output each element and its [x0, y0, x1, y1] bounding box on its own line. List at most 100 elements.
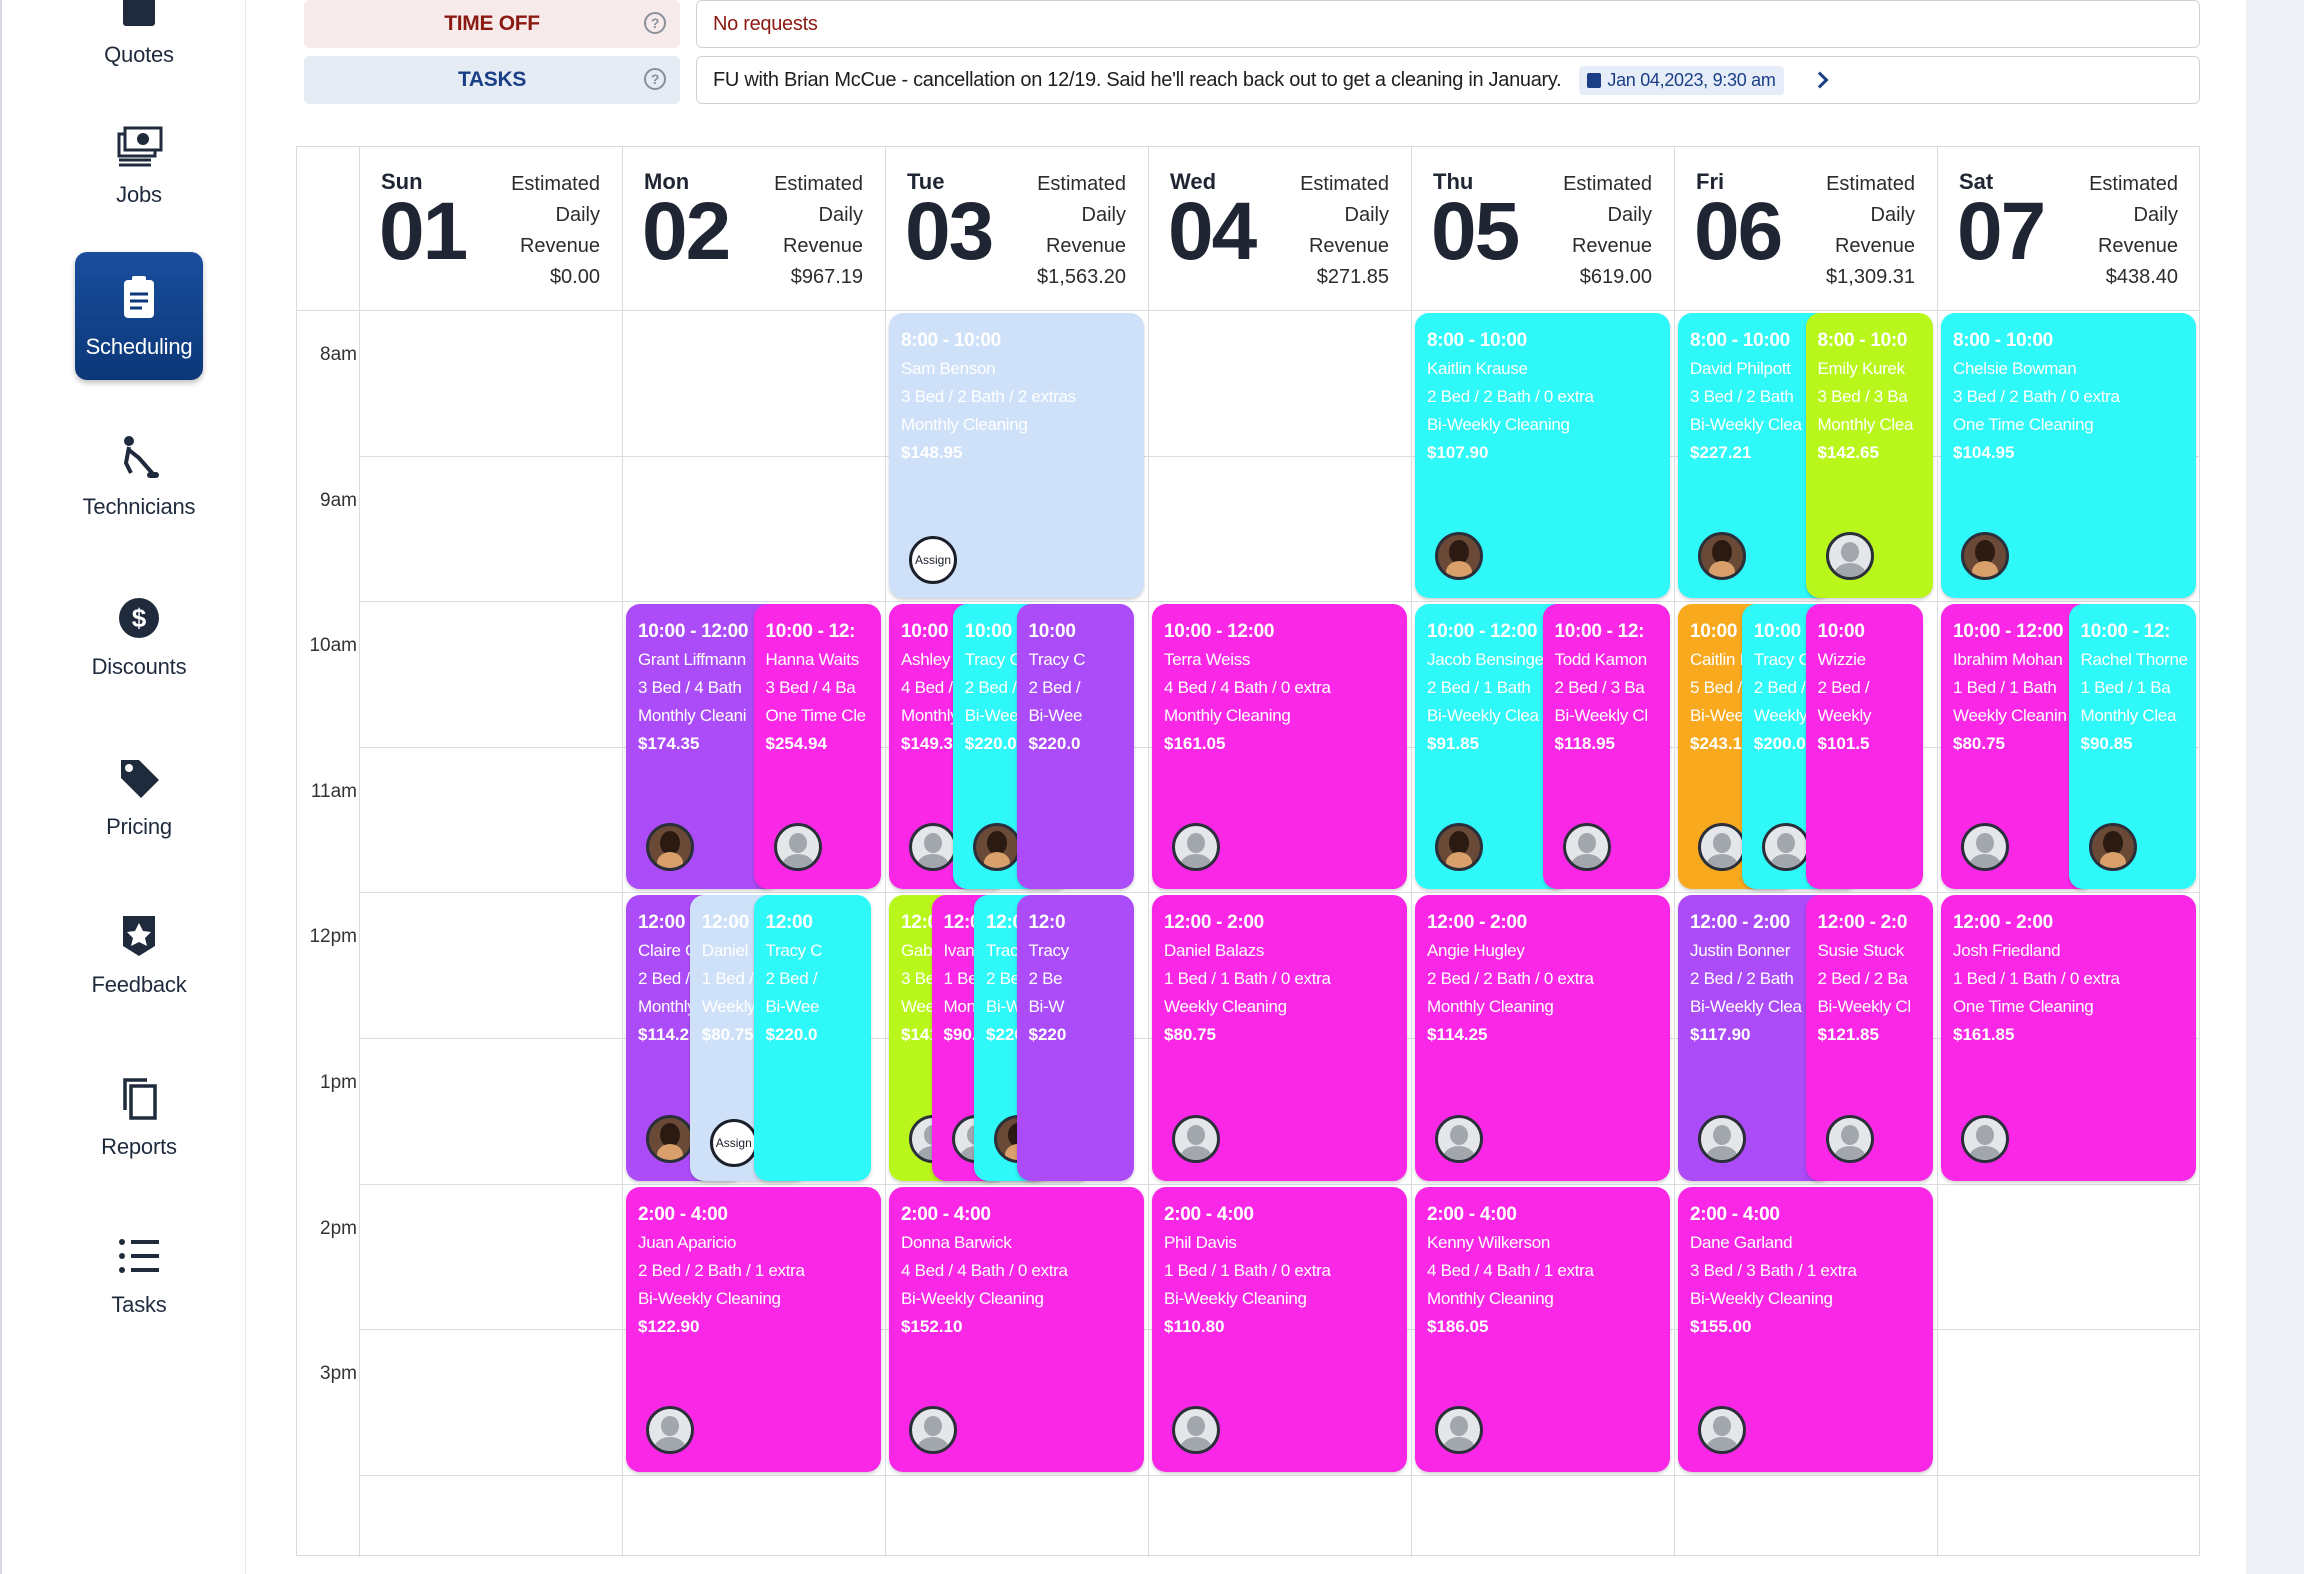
day-header-sun[interactable]: Sun 01 Estimated Daily Revenue $0.00: [359, 147, 622, 310]
appointment-card[interactable]: 2:00 - 4:00 Dane Garland 3 Bed / 3 Bath / …: [1678, 1186, 1933, 1472]
avatar-body: [657, 1143, 683, 1160]
default-avatar-icon[interactable]: [1435, 1114, 1483, 1163]
avatar-body: [1769, 854, 1802, 869]
appointment-price: $90.85: [2080, 734, 2133, 754]
task-box[interactable]: FU with Brian McCue - cancellation on 12…: [696, 56, 2200, 104]
sidebar-item-tasks[interactable]: Tasks: [75, 1210, 203, 1338]
revenue-label-line: Daily: [818, 204, 863, 226]
appointment-card[interactable]: 10:00 - 12: Hanna Waits 3 Bed / 4 Ba One Ti…: [753, 604, 881, 890]
appointment-card[interactable]: 12:00 - 2:0 Susie Stuck 2 Bed / 2 Ba Bi-Wee…: [1805, 895, 1933, 1181]
appointment-time: 12:00: [765, 912, 813, 934]
avatar-head: [788, 833, 807, 854]
appointment-card[interactable]: 10:00 - 12: Rachel Thorne 1 Bed / 1 Ba Mont…: [2068, 604, 2196, 890]
appointment-card[interactable]: 2:00 - 4:00 Donna Barwick 4 Bed / 4 Bath /…: [889, 1186, 1144, 1472]
sidebar-item-scheduling[interactable]: Scheduling: [75, 252, 203, 380]
appointment-card[interactable]: 12:00 - 2:00 Josh Friedland 1 Bed / 1 Bath…: [1941, 895, 2196, 1181]
default-avatar-icon[interactable]: [909, 823, 957, 872]
appointment-time: 10:00: [1028, 621, 1076, 643]
appointment-card[interactable]: 12:00 - 2:00 Angie Hugley 2 Bed / 2 Bath /…: [1415, 895, 1670, 1181]
revenue-value: $619.00: [1579, 266, 1652, 288]
sidebar-item-feedback[interactable]: Feedback: [75, 890, 203, 1018]
appointment-price: $220: [1028, 1025, 1067, 1045]
hour-label: 3pm: [320, 1363, 357, 1385]
default-avatar-icon[interactable]: [1961, 1114, 2009, 1163]
service-type: Monthly Cleaning: [1427, 997, 1554, 1017]
help-icon[interactable]: ?: [644, 68, 666, 90]
day-header-thu[interactable]: Thu 05 Estimated Daily Revenue $619.00: [1411, 147, 1674, 310]
right-scroll-band: [2246, 0, 2304, 1574]
default-avatar-icon[interactable]: [909, 1405, 957, 1454]
day-number: 05: [1431, 186, 1520, 277]
appointment-card[interactable]: 12:00 Tracy C 2 Bed / Bi-Wee $220.0: [753, 895, 871, 1181]
technician-avatar[interactable]: [972, 823, 1021, 872]
default-avatar-icon[interactable]: [1761, 823, 1810, 872]
chevron-right-icon[interactable]: [1811, 71, 1829, 89]
day-header-tue[interactable]: Tue 03 Estimated Daily Revenue $1,563.20: [885, 147, 1148, 310]
technician-avatar[interactable]: [1435, 823, 1483, 872]
technician-avatar[interactable]: [1961, 532, 2009, 581]
tasks-label[interactable]: TASKS ?: [304, 56, 680, 104]
day-header-mon[interactable]: Mon 02 Estimated Daily Revenue $967.19: [622, 147, 885, 310]
default-avatar-icon[interactable]: [1961, 823, 2009, 872]
default-avatar-icon[interactable]: [1825, 1114, 1874, 1163]
default-avatar-icon[interactable]: [1435, 1405, 1483, 1454]
room-details: 2 Bed / 2 Bath / 0 extra: [1427, 387, 1594, 406]
technician-avatar[interactable]: [646, 1114, 694, 1163]
technician-avatar[interactable]: [1435, 532, 1483, 581]
revenue-value: $271.85: [1316, 266, 1389, 288]
appointment-card[interactable]: 10:00 Tracy C 2 Bed / Bi-Wee $220.0: [1016, 604, 1134, 890]
default-avatar-icon[interactable]: [646, 1405, 694, 1454]
room-details: 2 Bed / 2 Bath: [1690, 969, 1794, 989]
default-avatar-icon[interactable]: [1698, 1405, 1746, 1454]
default-avatar-icon[interactable]: [1698, 1114, 1746, 1163]
sidebar-item-pricing[interactable]: Pricing: [75, 732, 203, 860]
appointment-card[interactable]: 2:00 - 4:00 Kenny Wilkerson 4 Bed / 4 Bath…: [1415, 1186, 1670, 1472]
appointment-card[interactable]: 10:00 - 12: Todd Kamon 2 Bed / 3 Ba Bi-Week…: [1542, 604, 1670, 890]
appointment-card[interactable]: 8:00 - 10:00 Kaitlin Krause 2 Bed / 2 Bath…: [1415, 313, 1670, 599]
technician-avatar[interactable]: [2088, 823, 2137, 872]
sidebar-item-technicians[interactable]: Technicians: [75, 412, 203, 540]
appointment-card[interactable]: 2:00 - 4:00 Juan Aparicio 2 Bed / 2 Bath /…: [626, 1186, 881, 1472]
assign-button[interactable]: Assign: [909, 536, 957, 585]
sidebar-item-discounts[interactable]: $ Discounts: [75, 572, 203, 700]
day-header-fri[interactable]: Fri 06 Estimated Daily Revenue $1,309.31: [1674, 147, 1937, 310]
default-avatar-icon[interactable]: [1562, 823, 1611, 872]
appointment-price: $155.00: [1690, 1316, 1752, 1336]
sidebar-item-quotes[interactable]: Quotes: [75, 0, 203, 88]
help-icon[interactable]: ?: [644, 12, 666, 34]
appointment-card[interactable]: 8:00 - 10:0 Emily Kurek 3 Bed / 3 Ba Monthl…: [1805, 313, 1933, 599]
sidebar-item-jobs[interactable]: Jobs: [75, 100, 203, 228]
time-off-label[interactable]: TIME OFF ?: [304, 0, 680, 48]
appointment-card[interactable]: 8:00 - 10:00 Chelsie Bowman 3 Bed / 2 Bath…: [1941, 313, 2196, 599]
room-details: 4 Bed / 4 Bath / 1 extra: [1427, 1260, 1594, 1280]
assign-button[interactable]: Assign: [709, 1118, 758, 1167]
appointment-card[interactable]: 12:0 Tracy 2 Be Bi-W $220: [1016, 895, 1134, 1181]
avatar-body: [1969, 1145, 2001, 1160]
appointment-time: 2:00 - 4:00: [1690, 1203, 1780, 1225]
default-avatar-icon[interactable]: [1698, 823, 1746, 872]
appointment-card[interactable]: 10:00 - 12:00 Terra Weiss 4 Bed / 4 Bath /…: [1152, 604, 1407, 890]
client-name: Hanna Waits: [765, 650, 860, 670]
room-details: 1 Bed / 1 Bath / 0 extra: [1953, 969, 2120, 989]
task-date[interactable]: Jan 04,2023, 9:30 am: [1579, 65, 1784, 95]
day-header-sat[interactable]: Sat 07 Estimated Daily Revenue $438.40: [1937, 147, 2200, 310]
revenue-label-line: Daily: [555, 204, 600, 226]
avatar-body: [2099, 852, 2126, 869]
day-header-wed[interactable]: Wed 04 Estimated Daily Revenue $271.85: [1148, 147, 1411, 310]
appointment-card[interactable]: 8:00 - 10:00 Sam Benson 3 Bed / 2 Bath / 2…: [889, 313, 1144, 599]
avatar-body: [1180, 1145, 1212, 1160]
default-avatar-icon[interactable]: [1172, 823, 1220, 872]
hour-divider: [297, 310, 2200, 311]
technician-avatar[interactable]: [1698, 532, 1746, 581]
day-number: 02: [642, 186, 731, 277]
appointment-time: 10:00 - 12:: [2080, 621, 2171, 643]
appointment-card[interactable]: 10:00 Wizzie 2 Bed / Weekly $101.5: [1805, 604, 1923, 890]
default-avatar-icon[interactable]: [1172, 1114, 1220, 1163]
sidebar-item-reports[interactable]: Reports: [75, 1052, 203, 1180]
appointment-card[interactable]: 2:00 - 4:00 Phil Davis 1 Bed / 1 Bath / 0 …: [1152, 1186, 1407, 1472]
appointment-card[interactable]: 12:00 - 2:00 Daniel Balazs 1 Bed / 1 Bath …: [1152, 895, 1407, 1181]
technician-avatar[interactable]: [646, 823, 694, 872]
default-avatar-icon[interactable]: [773, 823, 822, 872]
default-avatar-icon[interactable]: [1172, 1405, 1220, 1454]
default-avatar-icon[interactable]: [1825, 532, 1874, 581]
